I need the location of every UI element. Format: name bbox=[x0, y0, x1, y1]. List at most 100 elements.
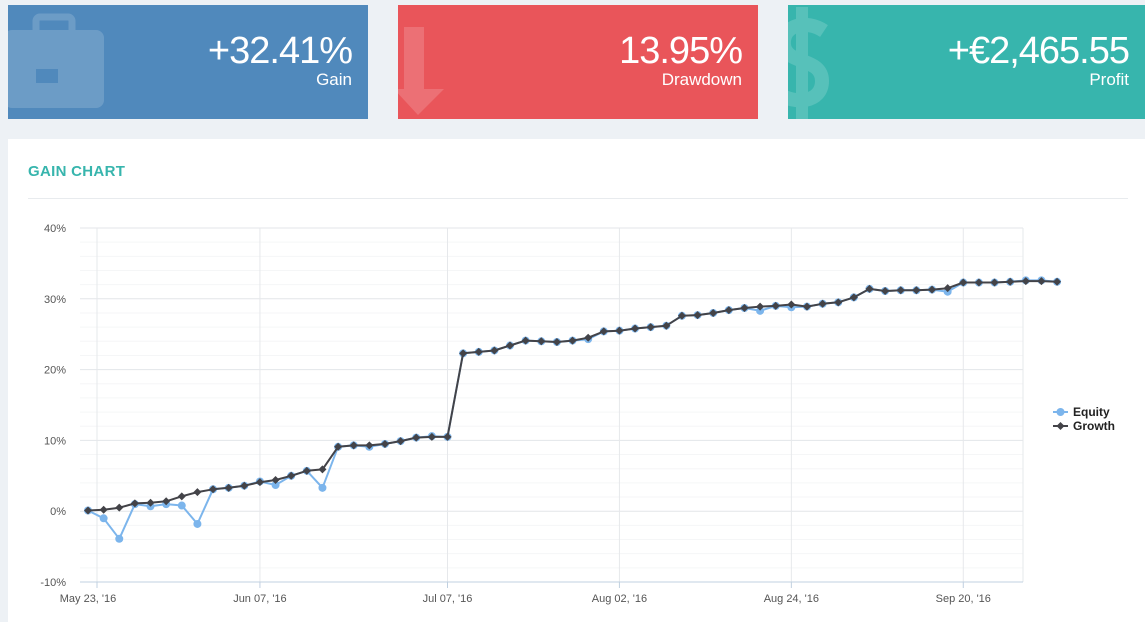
growth-point bbox=[459, 349, 468, 358]
growth-point bbox=[365, 441, 374, 450]
growth-point bbox=[709, 308, 718, 317]
growth-point bbox=[521, 336, 530, 345]
legend-symbol-marker bbox=[1056, 408, 1065, 416]
x-tick-label: Sep 20, '16 bbox=[936, 593, 991, 605]
growth-point bbox=[255, 478, 264, 487]
equity-point bbox=[318, 483, 327, 492]
growth-point bbox=[349, 441, 358, 450]
x-tick-label: Jul 07, '16 bbox=[423, 593, 473, 605]
growth-point bbox=[756, 302, 765, 311]
growth-point bbox=[287, 471, 296, 480]
growth-point bbox=[865, 284, 874, 293]
growth-point bbox=[787, 300, 796, 309]
x-tick-label: Aug 02, '16 bbox=[592, 593, 647, 605]
growth-point bbox=[959, 278, 968, 287]
growth-point bbox=[506, 341, 515, 350]
growth-point bbox=[427, 432, 436, 441]
growth-point bbox=[115, 503, 124, 512]
growth-series-line bbox=[87, 280, 1058, 512]
equity-point bbox=[193, 519, 202, 528]
growth-point bbox=[896, 286, 905, 295]
growth-point bbox=[631, 324, 640, 333]
growth-point bbox=[662, 321, 671, 330]
growth-point bbox=[193, 488, 202, 497]
y-tick-label: 0% bbox=[50, 506, 66, 518]
equity-point bbox=[177, 501, 186, 510]
drawdown-value: 13.95% bbox=[619, 30, 743, 72]
y-tick-label: 40% bbox=[44, 223, 66, 235]
y-tick-label: 30% bbox=[44, 294, 66, 306]
gain-chart-panel: -10% 0% 10% 20% 30% 40% May 23, '16 Jun 07, '16… bbox=[8, 139, 1145, 622]
growth-point bbox=[474, 347, 483, 356]
growth-point bbox=[99, 505, 108, 514]
equity-point bbox=[271, 481, 280, 490]
growth-point bbox=[1037, 277, 1046, 286]
growth-point bbox=[177, 492, 186, 501]
growth-point bbox=[912, 286, 921, 295]
dollar-icon bbox=[788, 7, 830, 119]
growth-point bbox=[490, 346, 499, 355]
growth-point bbox=[130, 499, 139, 508]
y-tick-label: 20% bbox=[44, 365, 66, 377]
profit-label: Profit bbox=[1089, 70, 1129, 89]
briefcase-icon bbox=[8, 13, 104, 108]
growth-point bbox=[771, 301, 780, 310]
growth-point bbox=[724, 306, 733, 315]
growth-point bbox=[302, 466, 311, 475]
growth-point bbox=[443, 432, 452, 441]
equity-point bbox=[99, 514, 108, 523]
growth-point bbox=[740, 304, 749, 313]
growth-point bbox=[990, 278, 999, 287]
growth-point bbox=[271, 476, 280, 485]
growth-point bbox=[802, 302, 811, 311]
drawdown-label: Drawdown bbox=[661, 70, 742, 89]
growth-point bbox=[974, 278, 983, 287]
growth-point bbox=[240, 481, 249, 490]
growth-point bbox=[943, 284, 952, 293]
growth-point bbox=[318, 465, 327, 474]
legend-symbol-marker bbox=[1056, 422, 1065, 430]
arrow-down-icon bbox=[398, 27, 444, 115]
growth-point bbox=[209, 485, 218, 494]
growth-point bbox=[568, 336, 577, 345]
growth-point bbox=[412, 433, 421, 442]
growth-point bbox=[162, 497, 171, 506]
y-tick-label: -10% bbox=[40, 577, 66, 589]
drawdown-card: 13.95% Drawdown bbox=[398, 5, 758, 119]
growth-point bbox=[677, 311, 686, 320]
gain-label: Gain bbox=[316, 70, 352, 89]
growth-point bbox=[552, 337, 561, 346]
growth-point bbox=[1053, 277, 1062, 286]
equity-point bbox=[756, 306, 765, 315]
growth-point bbox=[1021, 277, 1030, 286]
equity-series-line bbox=[87, 279, 1058, 540]
panel-divider bbox=[28, 198, 1128, 199]
legend-entry-growth: Growth bbox=[1073, 419, 1115, 433]
x-tick-label: Aug 24, '16 bbox=[764, 593, 819, 605]
growth-point bbox=[849, 293, 858, 302]
equity-point bbox=[115, 534, 124, 543]
growth-point bbox=[584, 333, 593, 342]
growth-point bbox=[881, 287, 890, 296]
growth-point bbox=[537, 337, 546, 346]
growth-point bbox=[396, 437, 405, 446]
x-tick-label: Jun 07, '16 bbox=[233, 593, 286, 605]
growth-point bbox=[84, 506, 92, 515]
growth-point bbox=[615, 326, 624, 335]
growth-point bbox=[646, 323, 655, 332]
x-tick-label: May 23, '16 bbox=[60, 593, 117, 605]
growth-point bbox=[380, 439, 389, 448]
growth-point bbox=[818, 299, 827, 308]
panel-title: GAIN CHART bbox=[28, 163, 126, 180]
growth-point bbox=[834, 298, 843, 307]
gain-card: +32.41% Gain bbox=[8, 5, 368, 119]
growth-point bbox=[599, 327, 608, 336]
gain-value: +32.41% bbox=[207, 30, 353, 72]
growth-point bbox=[1006, 277, 1015, 286]
growth-point bbox=[693, 311, 702, 320]
y-tick-label: 10% bbox=[44, 435, 66, 447]
growth-point bbox=[146, 498, 155, 507]
growth-point bbox=[928, 285, 937, 294]
growth-point bbox=[224, 483, 233, 492]
profit-value: +€2,465.55 bbox=[947, 30, 1130, 72]
